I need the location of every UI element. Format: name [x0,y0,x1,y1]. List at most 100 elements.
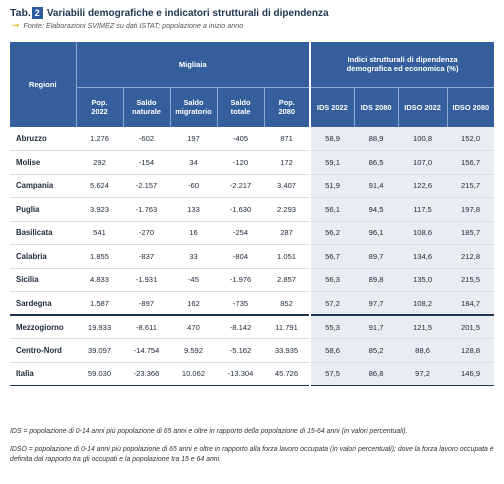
cell: 146,9 [447,362,495,386]
tab-label: Tab. [10,7,31,19]
table-title: Variabili demografiche e indicatori stru… [46,7,329,19]
cell: 89,7 [354,244,399,269]
cell: 133 [170,197,217,222]
region-name: Centro-Nord [10,338,76,363]
cell: 11.791 [264,314,312,339]
cell: 287 [264,221,312,245]
data-table: Regioni Migliaia Indici strutturali di d… [10,42,495,386]
cell: 184,7 [447,291,495,316]
tab-number-badge: 2 [31,7,43,19]
cell: 2.857 [264,268,312,292]
cell: -837 [123,244,170,269]
cell: 88,9 [354,127,399,151]
cell: 152,0 [447,127,495,151]
cell: 89,8 [354,268,399,292]
cell: -270 [123,221,170,245]
cell: -1.976 [217,268,264,292]
cell: 197,8 [447,197,495,222]
cell: -1.630 [217,197,264,222]
region-name: Calabria [10,244,76,269]
cell: -735 [217,291,264,316]
cell: 201,5 [447,314,495,339]
cell: 134,6 [398,244,448,269]
cell: -804 [217,244,264,269]
region-name: Abruzzo [10,127,76,151]
column-header: IDS 2022 [310,87,355,127]
cell: 292 [76,150,123,175]
cell: 56,3 [310,268,355,292]
cell: 215,7 [447,174,495,198]
column-header: IDSO 2080 [446,87,495,127]
cell: 86,8 [354,362,399,386]
cell: 3.923 [76,197,123,222]
cell: 97,2 [398,362,448,386]
source-text: Fonte: Elaborazioni SVIMEZ su dati ISTAT… [23,21,244,30]
cell: 85,2 [354,338,399,363]
cell: 86,5 [354,150,399,175]
source-line: ➞ Fonte: Elaborazioni SVIMEZ su dati IST… [12,20,243,31]
cell: -8.142 [217,314,264,339]
table-row: Basilicata 541 -270 16 -254 287 56,2 96,… [10,221,495,245]
region-name: Campania [10,174,76,198]
cell: -897 [123,291,170,316]
cell: 45.726 [264,362,312,386]
cell: 55,3 [310,314,355,339]
cell: -13.304 [217,362,264,386]
cell: 58,6 [310,338,355,363]
table-row-aggregate: Mezzogiorno 19.933 -8.611 470 -8.142 11.… [10,314,495,339]
region-name: Molise [10,150,76,175]
cell: 3.407 [264,174,312,198]
cell: 107,0 [398,150,448,175]
cell: 16 [170,221,217,245]
table-row: Sicilia 4.833 -1.931 -45 -1.976 2.857 56… [10,268,495,292]
cell: 470 [170,314,217,339]
cell: 88,6 [398,338,448,363]
cell: 56,2 [310,221,355,245]
cell: 121,5 [398,314,448,339]
cell: 1.587 [76,291,123,316]
cell: 96,1 [354,221,399,245]
cell: 117,5 [398,197,448,222]
cell: 156,7 [447,150,495,175]
cell: 100,8 [398,127,448,151]
cell: 91,4 [354,174,399,198]
cell: 9.592 [170,338,217,363]
cell: 108,6 [398,221,448,245]
cell: 91,7 [354,314,399,339]
cell: -602 [123,127,170,151]
cell: -254 [217,221,264,245]
column-header: IDS 2080 [353,87,399,127]
column-header: Saldo totale [216,87,264,127]
column-header: Pop. 2022 [76,87,123,127]
cell: 185,7 [447,221,495,245]
cell: -2.217 [217,174,264,198]
table-row-aggregate: Centro-Nord 39.097 -14.754 9.592 -5.162 … [10,338,495,363]
cell: 1.051 [264,244,312,269]
note-idso: IDSO = popolazione di 0-14 anni più popo… [10,446,494,463]
table-notes: IDS = popolazione di 0-14 anni più popol… [10,427,494,473]
regions-header: Regioni [10,42,77,127]
cell: -405 [217,127,264,151]
cell: 122,6 [398,174,448,198]
cell: -120 [217,150,264,175]
cell: 94,5 [354,197,399,222]
table-row: Abruzzo 1.276 -602 197 -405 871 58,9 88,… [10,127,495,151]
cell: 197 [170,127,217,151]
cell: -23.366 [123,362,170,386]
cell: 1.276 [76,127,123,151]
group-header-indici: Indici strutturali di dipendenza demogra… [310,42,495,88]
column-header: Pop. 2080 [263,87,312,127]
cell: -45 [170,268,217,292]
cell: 2.293 [264,197,312,222]
cell: 108,2 [398,291,448,316]
cell: 57,2 [310,291,355,316]
region-name: Italia [10,362,76,386]
group-header-migliaia: Migliaia [76,42,312,88]
cell: 33.935 [264,338,312,363]
cell: 135,0 [398,268,448,292]
cell: 34 [170,150,217,175]
table-row: Campania 5.624 -2.157 -60 -2.217 3.407 5… [10,174,495,198]
cell: 4.833 [76,268,123,292]
table-row: Puglia 3.923 -1.763 133 -1.630 2.293 56,… [10,197,495,222]
cell: 97,7 [354,291,399,316]
